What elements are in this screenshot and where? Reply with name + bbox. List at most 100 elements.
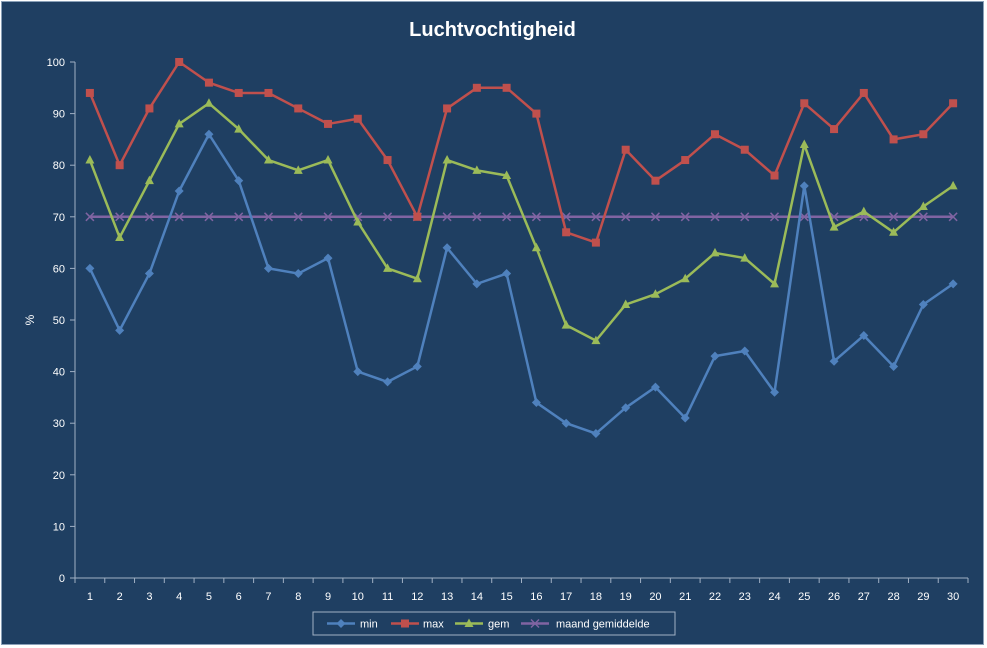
data-point-max — [115, 161, 124, 170]
legend-label-maand-gemiddelde: maand gemiddelde — [556, 619, 650, 631]
data-point-max — [681, 156, 690, 165]
data-point-gem — [591, 335, 601, 345]
data-point-gem — [293, 165, 303, 174]
x-tick-label: 20 — [649, 591, 661, 603]
x-tick-label: 18 — [590, 591, 602, 603]
x-tick-label: 14 — [471, 591, 483, 603]
data-point-min — [948, 279, 958, 289]
data-point-max — [85, 88, 94, 97]
data-point-gem — [323, 155, 333, 164]
data-point-max — [830, 125, 839, 134]
x-tick-label: 3 — [146, 591, 152, 603]
data-point-max — [621, 145, 630, 154]
data-point-gem — [859, 206, 869, 216]
data-point-gem — [472, 165, 482, 174]
data-point-max — [740, 145, 749, 154]
data-point-max — [443, 104, 452, 113]
y-tick-label: 70 — [53, 212, 65, 224]
y-tick-label: 40 — [53, 367, 65, 379]
data-point-min — [710, 351, 720, 361]
legend-label-min: min — [360, 619, 378, 631]
data-point-gem — [531, 242, 541, 252]
y-tick-label: 20 — [53, 470, 65, 482]
data-point-maand-gemiddelde — [323, 212, 333, 222]
data-point-max — [800, 99, 809, 108]
data-point-min — [502, 269, 512, 279]
data-point-gem — [383, 263, 393, 272]
data-point-min — [263, 263, 273, 273]
x-tick-label: 30 — [947, 591, 959, 603]
data-point-gem — [561, 320, 571, 329]
data-point-gem — [710, 247, 720, 257]
data-point-maand-gemiddelde — [174, 212, 184, 222]
data-point-gem — [204, 98, 214, 107]
data-point-min — [799, 181, 809, 191]
data-point-gem — [442, 155, 452, 164]
data-point-max — [324, 119, 333, 128]
data-point-min — [412, 361, 422, 371]
legend-label-max: max — [423, 619, 444, 631]
data-point-gem — [799, 139, 809, 149]
legend-marker-min — [336, 619, 346, 628]
x-tick-label: 19 — [620, 591, 632, 603]
data-point-max — [353, 114, 362, 123]
data-point-max — [175, 58, 184, 66]
data-point-min — [115, 325, 125, 335]
data-point-gem — [770, 278, 780, 288]
y-tick-label: 0 — [59, 573, 65, 585]
data-point-min — [144, 269, 154, 279]
data-point-min — [204, 129, 214, 139]
series-max — [85, 58, 958, 247]
data-point-min — [234, 176, 244, 186]
x-tick-label: 24 — [768, 591, 780, 603]
x-tick-label: 1 — [87, 591, 93, 603]
data-point-maand-gemiddelde — [293, 212, 303, 222]
data-point-max — [204, 78, 213, 87]
data-point-maand-gemiddelde — [144, 212, 154, 222]
data-point-min — [889, 361, 899, 371]
x-tick-label: 27 — [858, 591, 870, 603]
x-tick-label: 7 — [265, 591, 271, 603]
x-tick-label: 28 — [887, 591, 899, 603]
data-point-max — [413, 212, 422, 221]
data-point-min — [680, 413, 690, 423]
y-tick-label: 80 — [53, 160, 65, 172]
y-tick-label: 60 — [53, 263, 65, 275]
data-point-gem — [115, 232, 125, 241]
y-tick-label: 90 — [53, 109, 65, 121]
data-point-maand-gemiddelde — [591, 212, 601, 222]
data-point-maand-gemiddelde — [740, 212, 750, 222]
x-tick-label: 5 — [206, 591, 212, 603]
series-line-max — [88, 60, 955, 244]
y-tick-label: 50 — [53, 315, 65, 327]
data-point-gem — [650, 289, 660, 298]
data-point-maand-gemiddelde — [621, 212, 631, 222]
data-point-min — [770, 387, 780, 397]
data-point-min — [918, 300, 928, 310]
data-point-maand-gemiddelde — [204, 212, 214, 222]
data-point-gem — [353, 216, 363, 226]
data-point-maand-gemiddelde — [115, 212, 125, 222]
data-point-max — [294, 104, 303, 113]
x-tick-label: 10 — [352, 591, 364, 603]
y-axis-label: % — [23, 314, 37, 325]
data-point-gem — [621, 299, 631, 309]
x-tick-label: 15 — [500, 591, 512, 603]
x-tick-label: 23 — [739, 591, 751, 603]
data-point-min — [383, 377, 393, 387]
data-point-maand-gemiddelde — [85, 212, 95, 222]
data-point-maand-gemiddelde — [650, 212, 660, 222]
x-tick-label: 26 — [828, 591, 840, 603]
data-point-max — [532, 109, 541, 118]
data-point-gem — [85, 155, 95, 164]
data-point-maand-gemiddelde — [948, 212, 958, 222]
data-point-max — [859, 88, 868, 97]
data-point-min — [293, 269, 303, 279]
legend-marker-max — [401, 619, 409, 628]
data-point-max — [145, 104, 154, 113]
x-tick-label: 17 — [560, 591, 572, 603]
data-point-max — [562, 228, 571, 237]
x-tick-label: 4 — [176, 591, 182, 603]
data-point-gem — [948, 180, 958, 190]
